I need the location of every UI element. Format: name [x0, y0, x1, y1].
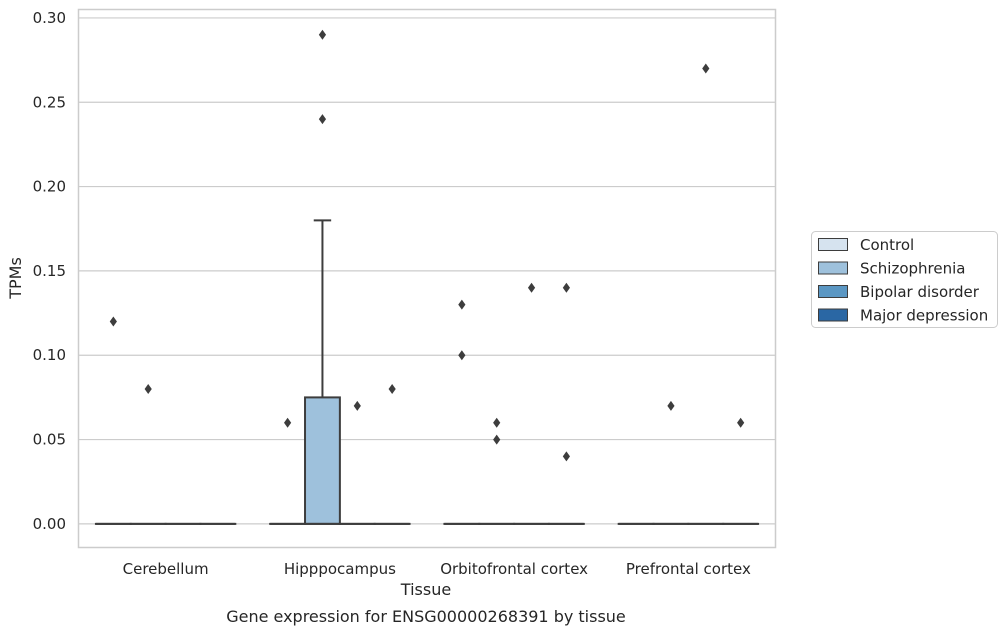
legend-swatch	[818, 238, 848, 251]
box-group	[94, 316, 132, 525]
grid-lines	[78, 17, 776, 525]
box-group	[478, 417, 516, 525]
x-tick-label: Hipppocampus	[284, 560, 396, 578]
box-group	[722, 417, 760, 525]
outlier-point	[388, 383, 396, 394]
outlier-point	[458, 350, 466, 361]
legend-frame	[811, 231, 998, 328]
legend-swatch	[818, 285, 848, 298]
y-tick-label: 0.05	[33, 431, 66, 449]
legend-label: Major depression	[860, 307, 988, 325]
legend-items: Control Schizophrenia Bipolar disorder Majo…	[818, 236, 988, 325]
outlier-point	[527, 282, 536, 293]
box-group	[304, 29, 341, 525]
y-axis-label: TPMs	[6, 257, 25, 300]
box-group	[513, 282, 550, 525]
outlier-point	[493, 417, 501, 428]
box-group	[547, 282, 585, 525]
box-group	[443, 299, 481, 525]
box	[304, 396, 341, 525]
legend-label: Control	[860, 236, 914, 254]
outlier-point	[702, 63, 710, 74]
x-tick-label: Cerebellum	[123, 560, 209, 578]
outlier-point	[284, 417, 292, 428]
outlier-point	[109, 316, 117, 327]
outlier-point	[493, 434, 501, 445]
box-group	[373, 383, 411, 525]
x-axis-label: Tissue	[400, 580, 451, 599]
outlier-point	[562, 451, 570, 462]
y-tick-label: 0.10	[33, 346, 66, 364]
box-group	[129, 383, 167, 525]
outlier-point	[144, 383, 152, 394]
outlier-point	[667, 400, 675, 411]
legend: Control Schizophrenia Bipolar disorder Majo…	[811, 231, 998, 328]
box-layer	[94, 29, 760, 525]
x-tick-label: Orbitofrontal cortex	[440, 560, 588, 578]
y-tick-label: 0.20	[33, 178, 66, 196]
y-tick-label: 0.30	[33, 9, 66, 27]
legend-swatch	[818, 308, 848, 322]
legend-swatch	[818, 261, 848, 275]
box-group	[269, 417, 307, 525]
box-group	[652, 400, 690, 525]
outlier-point	[562, 282, 570, 293]
plot-frame	[77, 8, 777, 549]
outlier-point	[458, 299, 466, 310]
box-group	[687, 63, 725, 525]
legend-label: Bipolar disorder	[860, 283, 980, 301]
y-tick-labels: 0.00 0.05 0.10 0.15 0.20 0.25 0.30	[33, 9, 66, 533]
box-group	[338, 400, 376, 525]
y-tick-label: 0.00	[33, 515, 66, 533]
y-tick-label: 0.25	[33, 93, 66, 111]
chart-title: Gene expression for ENSG00000268391 by t…	[226, 607, 626, 626]
legend-label: Schizophrenia	[860, 260, 965, 278]
y-tick-label: 0.15	[33, 262, 66, 280]
x-tick-label: Prefrontal cortex	[626, 560, 751, 578]
outlier-point	[318, 29, 327, 40]
outlier-point	[737, 417, 745, 428]
x-tick-labels: Cerebellum Hipppocampus Orbitofrontal cort…	[123, 560, 751, 578]
outlier-point	[353, 400, 361, 411]
outlier-point	[318, 114, 327, 125]
